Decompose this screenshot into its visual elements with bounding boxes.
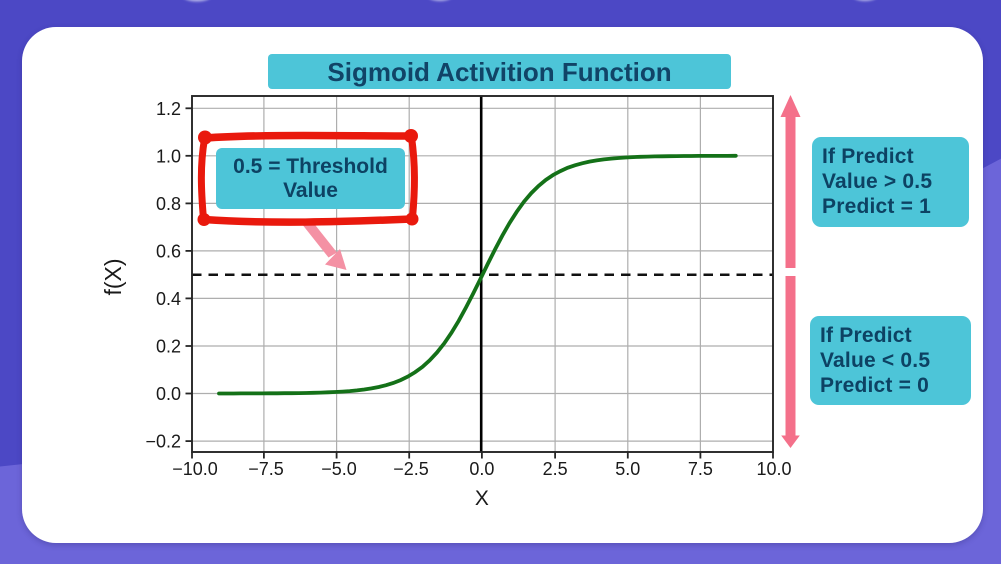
svg-text:1.2: 1.2 bbox=[156, 99, 181, 119]
svg-text:1.0: 1.0 bbox=[156, 146, 181, 166]
svg-text:0.8: 0.8 bbox=[156, 194, 181, 214]
svg-text:0.4: 0.4 bbox=[156, 289, 181, 309]
svg-text:−0.2: −0.2 bbox=[145, 432, 181, 452]
svg-text:0.0: 0.0 bbox=[156, 384, 181, 404]
svg-text:0.0: 0.0 bbox=[469, 459, 494, 479]
svg-text:2.5: 2.5 bbox=[543, 459, 568, 479]
svg-text:5.0: 5.0 bbox=[615, 459, 640, 479]
svg-text:f(X): f(X) bbox=[100, 258, 126, 295]
svg-text:0.6: 0.6 bbox=[156, 241, 181, 261]
svg-text:−7.5: −7.5 bbox=[248, 459, 284, 479]
svg-text:X: X bbox=[475, 487, 489, 510]
svg-text:−5.0: −5.0 bbox=[321, 459, 357, 479]
svg-text:−2.5: −2.5 bbox=[393, 459, 429, 479]
svg-text:10.0: 10.0 bbox=[756, 459, 791, 479]
svg-text:−10.0: −10.0 bbox=[172, 459, 218, 479]
svg-text:0.2: 0.2 bbox=[156, 337, 181, 357]
svg-text:7.5: 7.5 bbox=[688, 459, 713, 479]
